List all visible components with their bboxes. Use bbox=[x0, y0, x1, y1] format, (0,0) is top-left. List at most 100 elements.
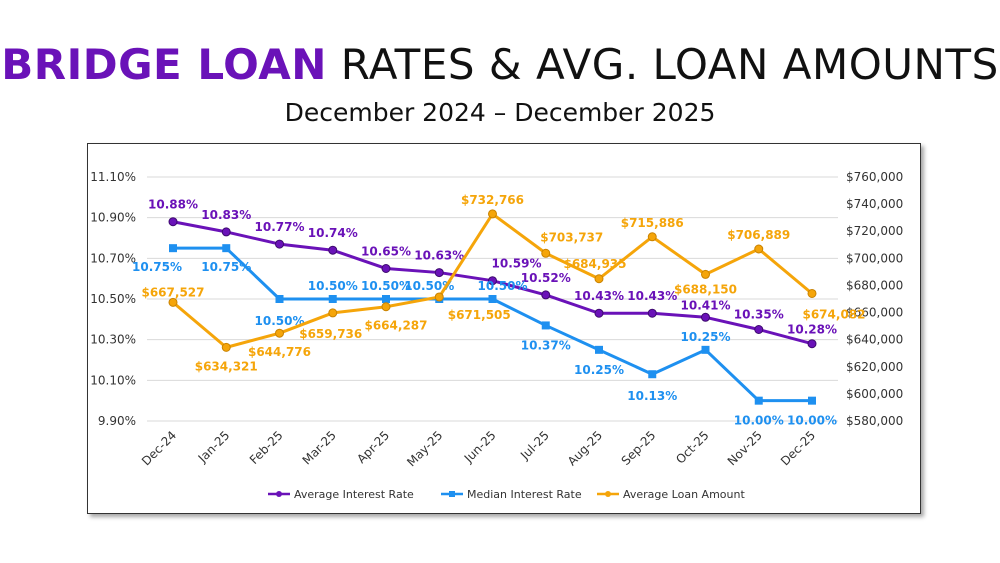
x-axis-tick: Jun-25 bbox=[461, 428, 499, 466]
legend-label: Median Interest Rate bbox=[467, 488, 582, 501]
data-label: 10.74% bbox=[308, 226, 358, 240]
data-point bbox=[381, 264, 391, 273]
data-label: 10.28% bbox=[787, 323, 837, 337]
x-axis-tick: Mar-25 bbox=[300, 428, 339, 467]
data-label: 10.35% bbox=[734, 308, 784, 322]
data-point bbox=[701, 312, 710, 322]
data-label: $688,150 bbox=[674, 282, 737, 296]
data-point bbox=[595, 345, 603, 354]
data-label: $634,321 bbox=[195, 359, 258, 373]
data-label: 10.52% bbox=[521, 271, 571, 285]
x-axis-tick: Feb-25 bbox=[247, 428, 286, 467]
x-axis-tick: May-25 bbox=[404, 428, 445, 469]
data-point bbox=[488, 209, 497, 219]
data-point bbox=[594, 308, 604, 318]
data-point bbox=[381, 302, 391, 312]
data-point bbox=[221, 227, 231, 237]
right-axis-tick: $580,000 bbox=[846, 414, 903, 428]
data-point bbox=[701, 345, 710, 354]
data-label: 10.50% bbox=[255, 314, 305, 328]
data-label: $703,737 bbox=[540, 230, 603, 244]
data-point bbox=[488, 276, 497, 286]
data-label: 10.43% bbox=[627, 289, 677, 303]
x-axis-tick: Sep-25 bbox=[619, 428, 659, 468]
data-point bbox=[754, 244, 764, 254]
data-point bbox=[275, 328, 284, 338]
chart-frame bbox=[87, 143, 921, 514]
data-point bbox=[488, 295, 497, 303]
legend-marker bbox=[449, 491, 455, 497]
data-point bbox=[701, 269, 710, 279]
data-label: 10.13% bbox=[627, 389, 677, 403]
right-axis-tick: $620,000 bbox=[846, 360, 903, 374]
data-label: 10.25% bbox=[574, 363, 624, 377]
data-point bbox=[647, 232, 657, 242]
x-axis-tick: Oct-25 bbox=[673, 428, 711, 466]
data-label: 10.50% bbox=[308, 279, 358, 293]
left-axis-tick: 11.10% bbox=[90, 170, 136, 184]
data-label: 10.50% bbox=[404, 279, 454, 293]
data-point bbox=[222, 244, 231, 253]
data-label: 10.65% bbox=[361, 245, 411, 259]
data-point bbox=[168, 297, 178, 307]
left-axis-tick: 9.90% bbox=[98, 414, 136, 428]
x-axis-tick: Aug-25 bbox=[565, 428, 605, 468]
page-subtitle: December 2024 – December 2025 bbox=[284, 98, 716, 127]
right-axis-tick: $600,000 bbox=[846, 387, 903, 401]
right-axis-tick: $760,000 bbox=[846, 170, 903, 184]
right-axis-tick: $720,000 bbox=[846, 224, 903, 238]
data-point bbox=[275, 295, 284, 303]
data-point bbox=[754, 325, 764, 334]
data-label: $671,505 bbox=[448, 308, 511, 322]
data-label: $732,766 bbox=[461, 193, 524, 207]
data-label: 10.75% bbox=[201, 260, 251, 274]
right-axis-tick: $680,000 bbox=[846, 278, 903, 292]
legend-label: Average Loan Amount bbox=[623, 488, 745, 501]
data-point bbox=[647, 308, 657, 318]
data-point bbox=[807, 339, 817, 349]
left-axis-tick: 10.30% bbox=[90, 333, 136, 347]
data-point bbox=[807, 288, 817, 298]
data-label: 10.75% bbox=[132, 260, 182, 274]
data-label: 10.83% bbox=[201, 208, 251, 222]
right-axis-tick: $700,000 bbox=[846, 251, 903, 265]
data-point bbox=[434, 268, 444, 278]
left-axis-tick: 10.10% bbox=[90, 373, 136, 387]
x-axis-tick: Dec-25 bbox=[778, 428, 818, 468]
data-label: 10.63% bbox=[414, 249, 464, 263]
data-label: 10.25% bbox=[681, 330, 731, 344]
right-axis-tick: $660,000 bbox=[846, 306, 903, 320]
data-point bbox=[541, 321, 550, 330]
data-label: $715,886 bbox=[621, 216, 684, 230]
left-axis-tick: 10.50% bbox=[90, 292, 136, 306]
legend-marker bbox=[276, 491, 282, 497]
data-label: 10.88% bbox=[148, 198, 198, 212]
data-label: $674,082 bbox=[802, 307, 865, 321]
data-point bbox=[382, 295, 390, 303]
x-axis-tick: Nov-25 bbox=[725, 428, 765, 468]
data-label: 10.50% bbox=[478, 279, 528, 293]
data-point bbox=[221, 342, 231, 352]
title-rest: RATES & AVG. LOAN AMOUNTS bbox=[340, 40, 999, 89]
data-label: $659,736 bbox=[299, 327, 362, 341]
x-axis-tick: Jul-25 bbox=[517, 428, 552, 463]
data-point bbox=[541, 248, 551, 258]
data-point bbox=[754, 396, 763, 405]
data-label: 10.50% bbox=[361, 279, 411, 293]
right-axis-tick: $640,000 bbox=[846, 333, 903, 347]
data-point bbox=[434, 292, 444, 302]
legend-marker bbox=[605, 491, 611, 497]
right-axis-tick: $740,000 bbox=[846, 197, 903, 211]
x-axis-tick: Dec-24 bbox=[139, 428, 179, 468]
data-label: $667,527 bbox=[141, 285, 204, 299]
data-point bbox=[648, 370, 657, 379]
data-label: 10.41% bbox=[681, 298, 731, 312]
title-highlight: BRIDGE LOAN bbox=[1, 40, 327, 89]
data-point bbox=[275, 239, 284, 249]
data-label: 10.43% bbox=[574, 289, 624, 303]
legend-label: Average Interest Rate bbox=[294, 488, 414, 501]
data-point bbox=[328, 245, 338, 255]
data-label: 10.00% bbox=[734, 414, 784, 428]
left-axis-tick: 10.70% bbox=[90, 251, 136, 265]
data-point bbox=[168, 217, 178, 227]
